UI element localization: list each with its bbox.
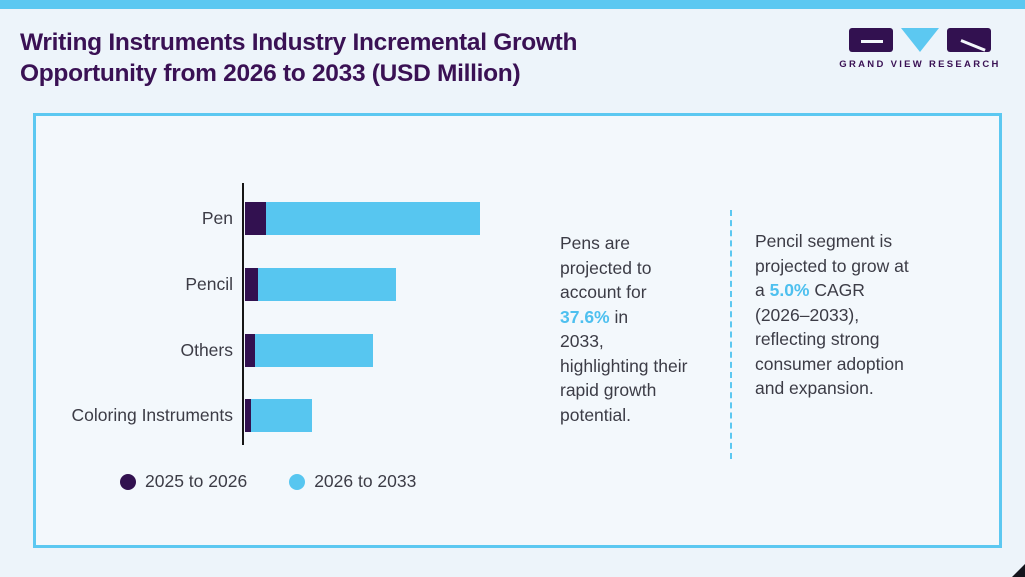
annotation-text: Pencil segment is projected to grow at a [755,231,909,300]
bar-segment-2026-2033 [251,399,312,432]
page-corner-mark [1012,564,1025,577]
legend-item-2025-2026: 2025 to 2026 [120,471,247,492]
bar-segment-2026-2033 [255,334,373,367]
bar-segment-2026-2033 [258,268,396,301]
dashed-divider [730,210,732,459]
category-label: Pencil [185,274,233,294]
bar-track [245,268,396,301]
chart-legend: 2025 to 2026 2026 to 2033 [120,471,416,492]
grand-view-research-logo: GRAND VIEW RESEARCH [839,28,998,70]
chart-panel: Pen Pencil Others Coloring Instruments 2… [33,113,1002,548]
bar-segment-2025-2026 [245,334,255,367]
bar-track [245,334,373,367]
annotation-text: Pens are projected to account for [560,233,652,302]
bar-segment-2025-2026 [245,268,258,301]
legend-label: 2025 to 2026 [145,471,248,491]
bar-segment-2025-2026 [245,399,251,432]
annotation-accent-value: 5.0% [769,280,810,300]
category-label: Others [180,340,233,360]
annotation-text: in 2033, highlighting their rapid growth… [560,306,688,425]
annotation-accent-value: 37.6% [560,306,610,327]
top-accent-strip [0,0,1025,9]
bar-track [245,202,480,235]
gvr-logo-v-icon [901,28,939,52]
legend-label: 2026 to 2033 [314,471,417,491]
legend-item-2026-2033: 2026 to 2033 [289,471,416,492]
legend-dot-dark-icon [120,473,136,490]
gvr-logo-g-icon [849,28,893,52]
gvr-logo-r-icon [947,28,991,52]
gvr-logo-marks [849,28,991,53]
category-label: Pen [201,208,233,228]
chart-vertical-axis [242,183,244,445]
annotation-pen-share: Pens are projected to account for 37.6% … [560,231,725,427]
bar-segment-2026-2033 [266,202,480,235]
gvr-logo-wordmark: GRAND VIEW RESEARCH [839,59,1001,70]
category-label: Coloring Instruments [71,405,233,425]
bar-track [245,399,312,432]
bar-segment-2025-2026 [245,202,266,235]
legend-dot-blue-icon [289,473,306,490]
annotation-pencil-cagr: Pencil segment is projected to grow at a… [755,229,980,401]
page-title: Writing Instruments Industry Incremental… [20,29,578,87]
annotation-text: CAGR (2026–2033), reflecting strong cons… [755,280,904,398]
